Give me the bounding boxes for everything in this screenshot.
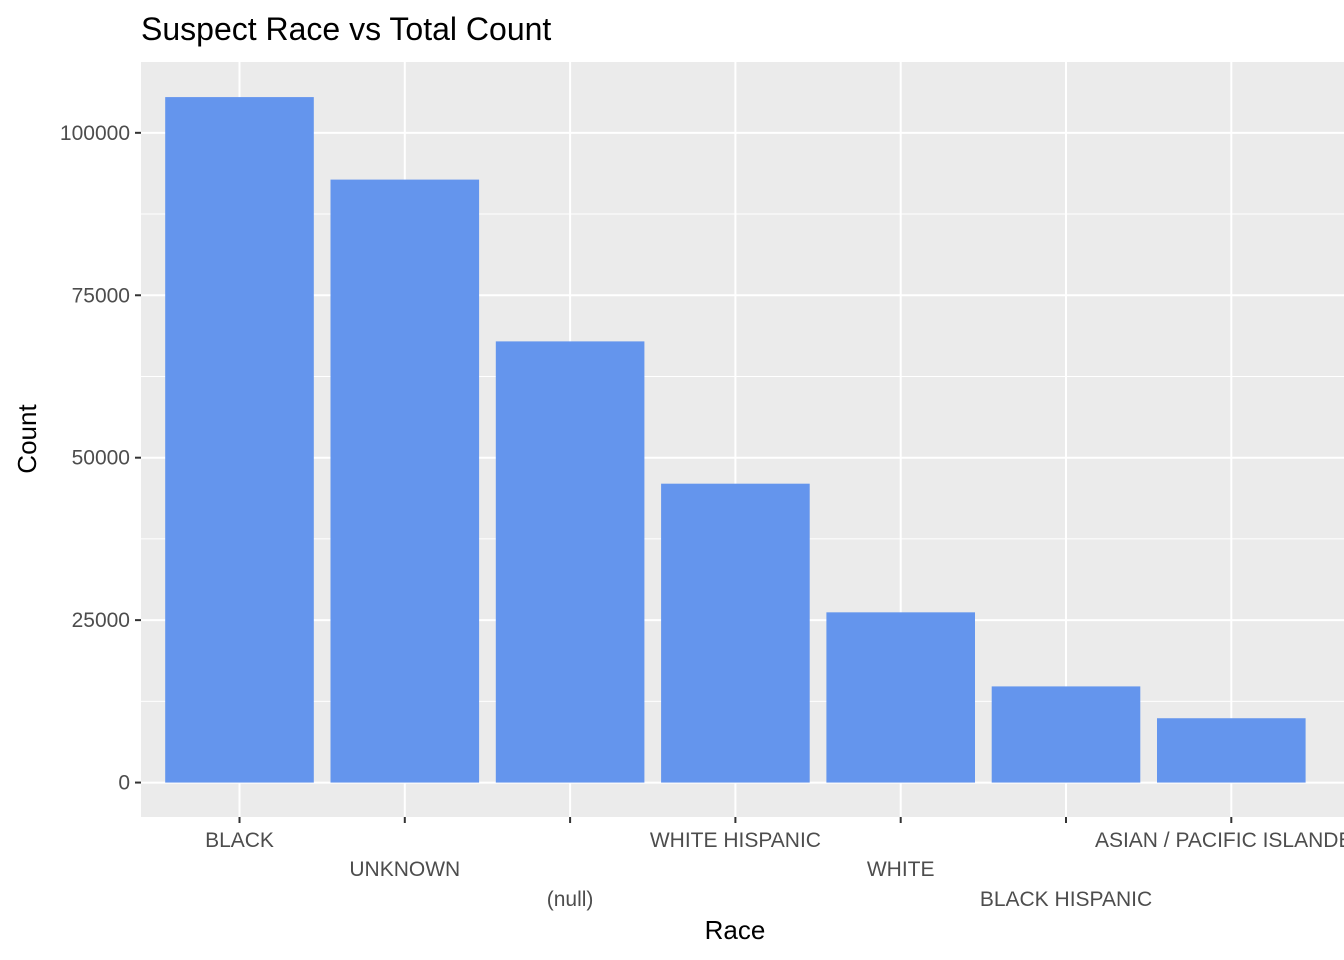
bar: [330, 179, 480, 783]
bar: [1157, 718, 1306, 783]
y-tick-label: 0: [118, 772, 130, 795]
bar: [495, 341, 645, 783]
chart-title: Suspect Race vs Total Count: [141, 11, 551, 47]
y-tick-label: 25000: [72, 609, 130, 632]
y-tick-label: 50000: [72, 447, 130, 470]
x-tick-label: (null): [547, 888, 594, 911]
bar: [991, 686, 1141, 783]
y-axis-title: Count: [12, 404, 42, 474]
x-tick-label: BLACK HISPANIC: [980, 888, 1152, 911]
x-tick-label: WHITE HISPANIC: [650, 829, 821, 852]
bars: [165, 97, 1306, 783]
x-axis-title: Race: [705, 915, 766, 945]
bar: [826, 612, 975, 783]
bar: [661, 483, 810, 783]
x-tick-label: ASIAN / PACIFIC ISLANDER: [1095, 829, 1344, 852]
y-tick-label: 75000: [72, 284, 130, 307]
x-axis: BLACK UNKNOWN (null) WHITE HISPANIC WHITE BLA…: [205, 817, 1344, 911]
x-tick-label: UNKNOWN: [349, 858, 460, 881]
x-tick-label: BLACK: [205, 829, 274, 852]
y-tick-label: 100000: [60, 122, 130, 145]
bar: [165, 97, 314, 783]
y-axis: 0 25000 50000 75000 100000: [60, 122, 141, 795]
x-tick-label: WHITE: [867, 858, 935, 881]
